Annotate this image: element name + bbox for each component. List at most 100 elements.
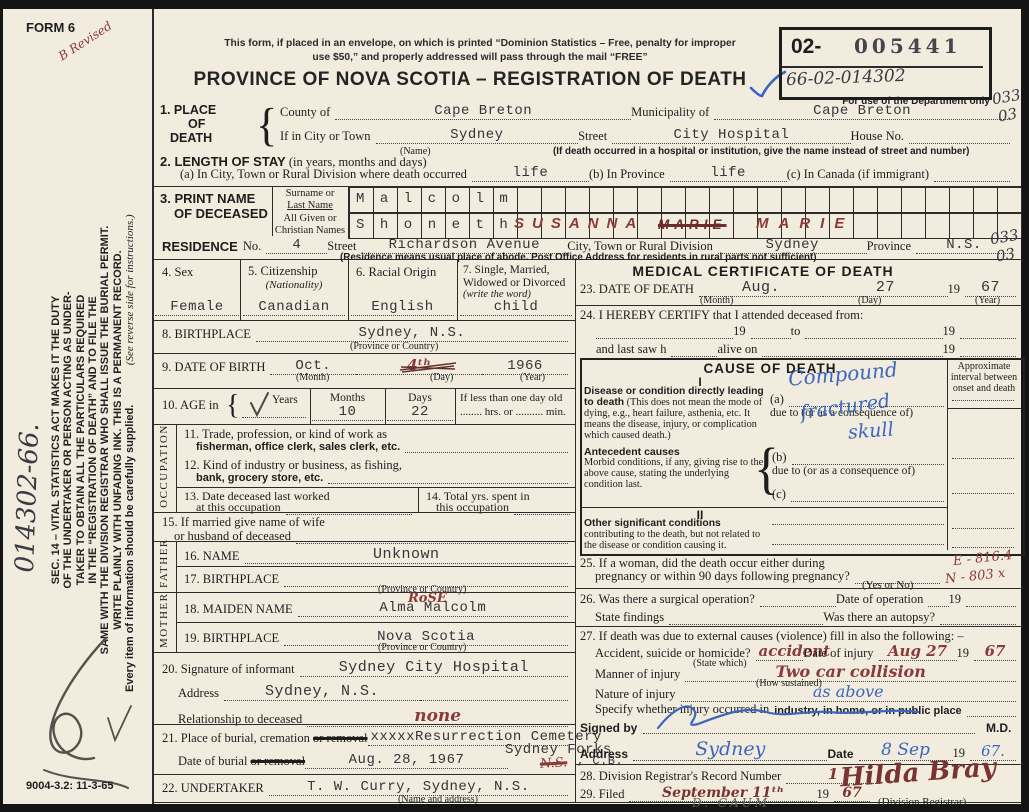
q15-label1: 15. If married give name of wife — [162, 515, 325, 529]
antecedent-bold: Antecedent causes — [584, 446, 680, 458]
informant-relationship-field: none — [307, 707, 568, 727]
burial-date-label: Date of burial — [178, 753, 248, 768]
cause-of-death-box — [580, 358, 1025, 556]
q14-field — [513, 514, 570, 515]
brace: { — [754, 438, 779, 501]
form-rule: 8 Sep — [881, 740, 930, 761]
stay-a-label: (a) In City, Town or Rural Division wher… — [180, 166, 467, 181]
signed-date-field: 8 Sep — [858, 740, 953, 761]
burial-date-row: Date of burial or removal Aug. 28, 1967 — [178, 753, 508, 769]
stay-b-label: (b) In Province — [588, 166, 665, 181]
injury-date-label: Date of injury — [803, 645, 874, 660]
cause-title: CAUSE OF DEATH — [703, 361, 837, 376]
form-rule — [671, 356, 718, 357]
marital-label: 7. Single, Married, Widowed or Divorced … — [463, 264, 573, 301]
burial-place-line3: N.S. — [539, 755, 568, 772]
form-rule: Alma Malcolm — [379, 600, 487, 616]
form-number: FORM 6 — [26, 20, 76, 35]
form-rule — [762, 356, 943, 357]
department-use-caption: For use of the Department only — [842, 96, 990, 107]
father-birthplace-row: 17. BIRTHPLACE — [184, 572, 568, 587]
father-birthplace-label: 17. BIRTHPLACE — [184, 572, 280, 586]
form-rule: Disease or condition directly leading to… — [584, 386, 764, 409]
stay-c-label: (c) In Canada (if immigrant) — [786, 166, 929, 181]
mother-birthplace-label: 19. BIRTHPLACE — [184, 630, 280, 645]
cause-b-row: (b) — [772, 450, 944, 465]
sidebar-statute-text: SEC. 14 – VITAL STATISTICS ACT MAKES IT … — [50, 180, 124, 700]
given-name-added: SUSANNA — [514, 215, 645, 232]
form-rule: 19 — [956, 645, 970, 660]
injury-date-field: Aug 27 — [878, 643, 957, 661]
place-of-death-label: 1. PLACE OF DEATH — [160, 103, 216, 145]
informant-relationship-label: Relationship to deceased — [178, 711, 303, 726]
father-name-label: 16. NAME — [184, 548, 240, 563]
form-rule: Unknown — [373, 546, 440, 563]
signed-address-label: Address — [580, 746, 629, 761]
form-rule — [240, 260, 242, 320]
q12-label2: bank, grocery store, etc. — [196, 472, 324, 484]
form-rule — [176, 566, 575, 568]
form-rule: and last saw h — [596, 342, 667, 356]
q14-label2: this occupation — [436, 500, 509, 514]
citizenship-field: Canadian — [243, 299, 345, 316]
q29-date-field: September 11ᵗʰ — [629, 786, 817, 802]
form-rule: Sydney — [695, 738, 766, 760]
q29-year-field: 67 — [834, 786, 870, 802]
q11-row: fisherman, office clerk, sales clerk, et… — [196, 441, 568, 453]
sex-label: 4. Sex — [162, 265, 194, 279]
form-rule: State findings — [595, 610, 665, 624]
form-rule: 10 — [338, 404, 357, 420]
house-no-label: House No. — [850, 128, 904, 143]
q15-field — [295, 543, 568, 544]
cause-due2: due to (or as a consequence of) — [772, 465, 916, 477]
division-registrar-caption: (Division Registrar) — [878, 796, 967, 808]
form-rule — [669, 624, 824, 625]
signed-date-label: Date — [827, 746, 854, 761]
signed-year-field: 67. — [970, 743, 1016, 761]
form-rule: 67 — [981, 279, 1001, 296]
street-field: City Hospital — [612, 127, 851, 144]
form-rule — [152, 541, 575, 543]
sidebar-line: IN THE “REGISTRATION OF DEATH” AND TO FI… — [86, 296, 99, 584]
form-rule — [575, 626, 1021, 628]
form-title: PROVINCE OF NOVA SCOTIA – REGISTRATION O… — [193, 69, 747, 90]
burial-date-label-struck: or removal — [250, 753, 306, 768]
form-rule — [152, 724, 575, 726]
cause-a-due-value2: skull — [847, 418, 895, 444]
form-rule — [952, 458, 1014, 459]
sidebar-divider-line — [152, 9, 154, 804]
birthplace-row: 8. BIRTHPLACE Sydney, N.S. — [162, 326, 568, 342]
residence-no-label: No. — [242, 238, 262, 253]
residence-division-field: Sydney — [717, 238, 867, 254]
name-label-divider — [272, 186, 274, 236]
form-rule — [176, 487, 575, 489]
form-rule: contributing to the death, but not relat… — [584, 529, 761, 552]
form-rule — [805, 338, 943, 339]
signature-line — [643, 733, 975, 734]
sidebar-line: SEC. 14 – VITAL STATISTICS ACT MAKES IT … — [50, 295, 62, 585]
q13-label1: 13. Date deceased last worked — [184, 489, 330, 503]
city-row: If in City or Town Sydney Street City Ho… — [280, 128, 1010, 144]
form-rule — [399, 362, 457, 373]
mother-birthplace-field: Nova Scotia — [284, 630, 568, 646]
q11-label1: 11. Trade, profession, or kind of work a… — [184, 427, 387, 441]
form-rule — [947, 360, 949, 550]
form-rule: (c) — [772, 487, 786, 501]
sidebar-line: OF THE UNDERTAKER OR PERSON ACTING AS UN… — [62, 291, 75, 589]
registration-handwritten-number: 66-02-014302 — [785, 65, 906, 91]
form-rule: Richardson Avenue — [388, 237, 540, 253]
dob-row: 9. DATE OF BIRTH Oct. 4ᵗʰ 1966 — [162, 357, 568, 375]
form-rule: 67 — [984, 642, 1006, 660]
house-no-field — [909, 142, 1010, 144]
form-rule: City Hospital — [673, 127, 790, 143]
city-field: Sydney — [375, 128, 579, 144]
form-rule: child — [493, 299, 539, 315]
age-months-field: 10 — [312, 404, 383, 421]
stay-c-field — [934, 180, 1010, 182]
q15-label2: or husband of deceased — [174, 529, 291, 543]
q25-line2: pregnancy or within 90 days following pr… — [595, 569, 850, 583]
q27-nature-row: Nature of injury as above — [595, 683, 1016, 702]
form-rule: (Month) — [700, 295, 734, 306]
accident-caption: (State which) — [693, 658, 747, 669]
form-rule: 7. Single, Married, — [463, 264, 550, 276]
